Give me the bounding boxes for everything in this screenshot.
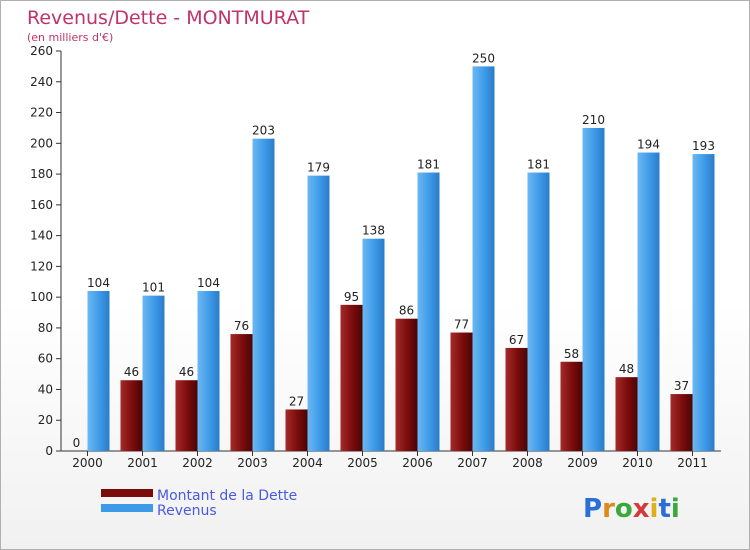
- logo-letter: x: [633, 494, 650, 524]
- bar-revenus: [472, 66, 495, 451]
- bar-revenus: [362, 238, 385, 451]
- bars-group: [87, 66, 715, 452]
- bar-revenus: [582, 127, 605, 451]
- logo-letter: r: [602, 494, 615, 524]
- logo-letter: i: [650, 494, 659, 524]
- bar-revenus: [692, 154, 715, 452]
- x-tick-label: 2011: [677, 456, 708, 470]
- x-tick-label: 2002: [182, 456, 213, 470]
- bar-revenus: [197, 291, 220, 451]
- y-tick-label: 220: [30, 106, 53, 120]
- bar-revenus-value-label: 250: [472, 51, 495, 65]
- bar-debt-value-label: 48: [619, 362, 634, 376]
- bar-revenus-value-label: 179: [307, 161, 330, 175]
- bar-debt-value-label: 0: [73, 436, 81, 450]
- x-tick-label: 2003: [237, 456, 268, 470]
- legend-swatch-revenus: [101, 504, 153, 512]
- bar-debt-value-label: 86: [399, 304, 414, 318]
- bar-revenus: [307, 175, 330, 451]
- bar-debt: [615, 377, 638, 451]
- y-tick-label: 0: [45, 444, 53, 458]
- legend: Montant de la Dette Revenus: [101, 488, 297, 519]
- bar-revenus-value-label: 101: [142, 281, 165, 295]
- proxiti-logo: Proxiti: [583, 494, 680, 524]
- bar-debt: [560, 361, 583, 451]
- y-tick-label: 200: [30, 136, 53, 150]
- bar-debt: [450, 332, 473, 451]
- y-tick-label: 20: [38, 413, 53, 427]
- bar-debt-value-label: 76: [234, 319, 249, 333]
- bar-debt-value-label: 95: [344, 290, 359, 304]
- bar-debt: [120, 380, 143, 451]
- bar-debt: [230, 334, 253, 451]
- bar-debt: [285, 409, 308, 451]
- axes: 0 20 40 60 80 100 120 140 160 180 200 220 240 260 2000…: [30, 44, 721, 470]
- chart-subtitle: (en milliers d'€): [27, 31, 113, 44]
- value-labels-group: 0 46 46 76 27 95 86 77 67 58 48 37 104 101 104 203 179 13…: [73, 51, 715, 450]
- chart-title: Revenus/Dette - MONTMURAT: [27, 7, 310, 29]
- bar-revenus: [527, 172, 550, 452]
- logo-letter: P: [583, 494, 602, 524]
- x-tick-label: 2005: [347, 456, 378, 470]
- y-tick-label: 80: [38, 321, 53, 335]
- bar-debt-value-label: 77: [454, 318, 469, 332]
- bar-debt-value-label: 46: [179, 365, 194, 379]
- bar-debt: [340, 304, 363, 451]
- logo-letter: o: [615, 494, 633, 524]
- y-tick-label: 260: [30, 44, 53, 58]
- legend-label-debt: Montant de la Dette: [157, 488, 297, 504]
- bar-revenus-value-label: 104: [197, 276, 220, 290]
- bar-revenus: [142, 295, 165, 451]
- bar-debt: [395, 318, 418, 451]
- bar-debt: [175, 380, 198, 451]
- bar-debt-value-label: 27: [289, 394, 304, 408]
- legend-label-revenus: Revenus: [157, 503, 217, 519]
- bar-debt: [670, 394, 693, 451]
- y-tick-label: 140: [30, 229, 53, 243]
- bar-revenus: [417, 172, 440, 452]
- bar-debt-value-label: 58: [564, 347, 579, 361]
- bar-debt-value-label: 67: [509, 333, 524, 347]
- y-tick-label: 40: [38, 382, 53, 396]
- bar-debt: [505, 347, 528, 451]
- logo-letter: i: [671, 494, 680, 524]
- bar-revenus-value-label: 193: [692, 139, 715, 153]
- bar-debt-value-label: 37: [674, 379, 689, 393]
- x-tick-label: 2010: [622, 456, 653, 470]
- bar-revenus: [637, 152, 660, 452]
- bar-revenus-value-label: 210: [582, 113, 605, 127]
- y-tick-label: 120: [30, 259, 53, 273]
- y-tick-label: 160: [30, 198, 53, 212]
- bar-revenus-value-label: 138: [362, 224, 385, 238]
- bar-revenus-value-label: 181: [527, 158, 550, 172]
- y-tick-label: 60: [38, 352, 53, 366]
- x-tick-label: 2009: [567, 456, 598, 470]
- x-tick-label: 2006: [402, 456, 433, 470]
- bar-revenus-value-label: 194: [637, 138, 660, 152]
- bar-revenus: [87, 291, 110, 451]
- y-tick-label: 240: [30, 75, 53, 89]
- y-tick-label: 180: [30, 167, 53, 181]
- x-tick-label: 2007: [457, 456, 488, 470]
- x-tick-label: 2001: [127, 456, 158, 470]
- bar-revenus-value-label: 203: [252, 124, 275, 138]
- bar-revenus: [252, 138, 275, 451]
- y-tick-label: 100: [30, 290, 53, 304]
- bar-debt-value-label: 46: [124, 365, 139, 379]
- x-tick-label: 2004: [292, 456, 323, 470]
- legend-swatch-debt: [101, 489, 153, 497]
- x-tick-label: 2008: [512, 456, 543, 470]
- x-tick-label: 2000: [72, 456, 103, 470]
- bar-revenus-value-label: 181: [417, 158, 440, 172]
- bar-revenus-value-label: 104: [87, 276, 110, 290]
- logo-letter: t: [658, 494, 670, 524]
